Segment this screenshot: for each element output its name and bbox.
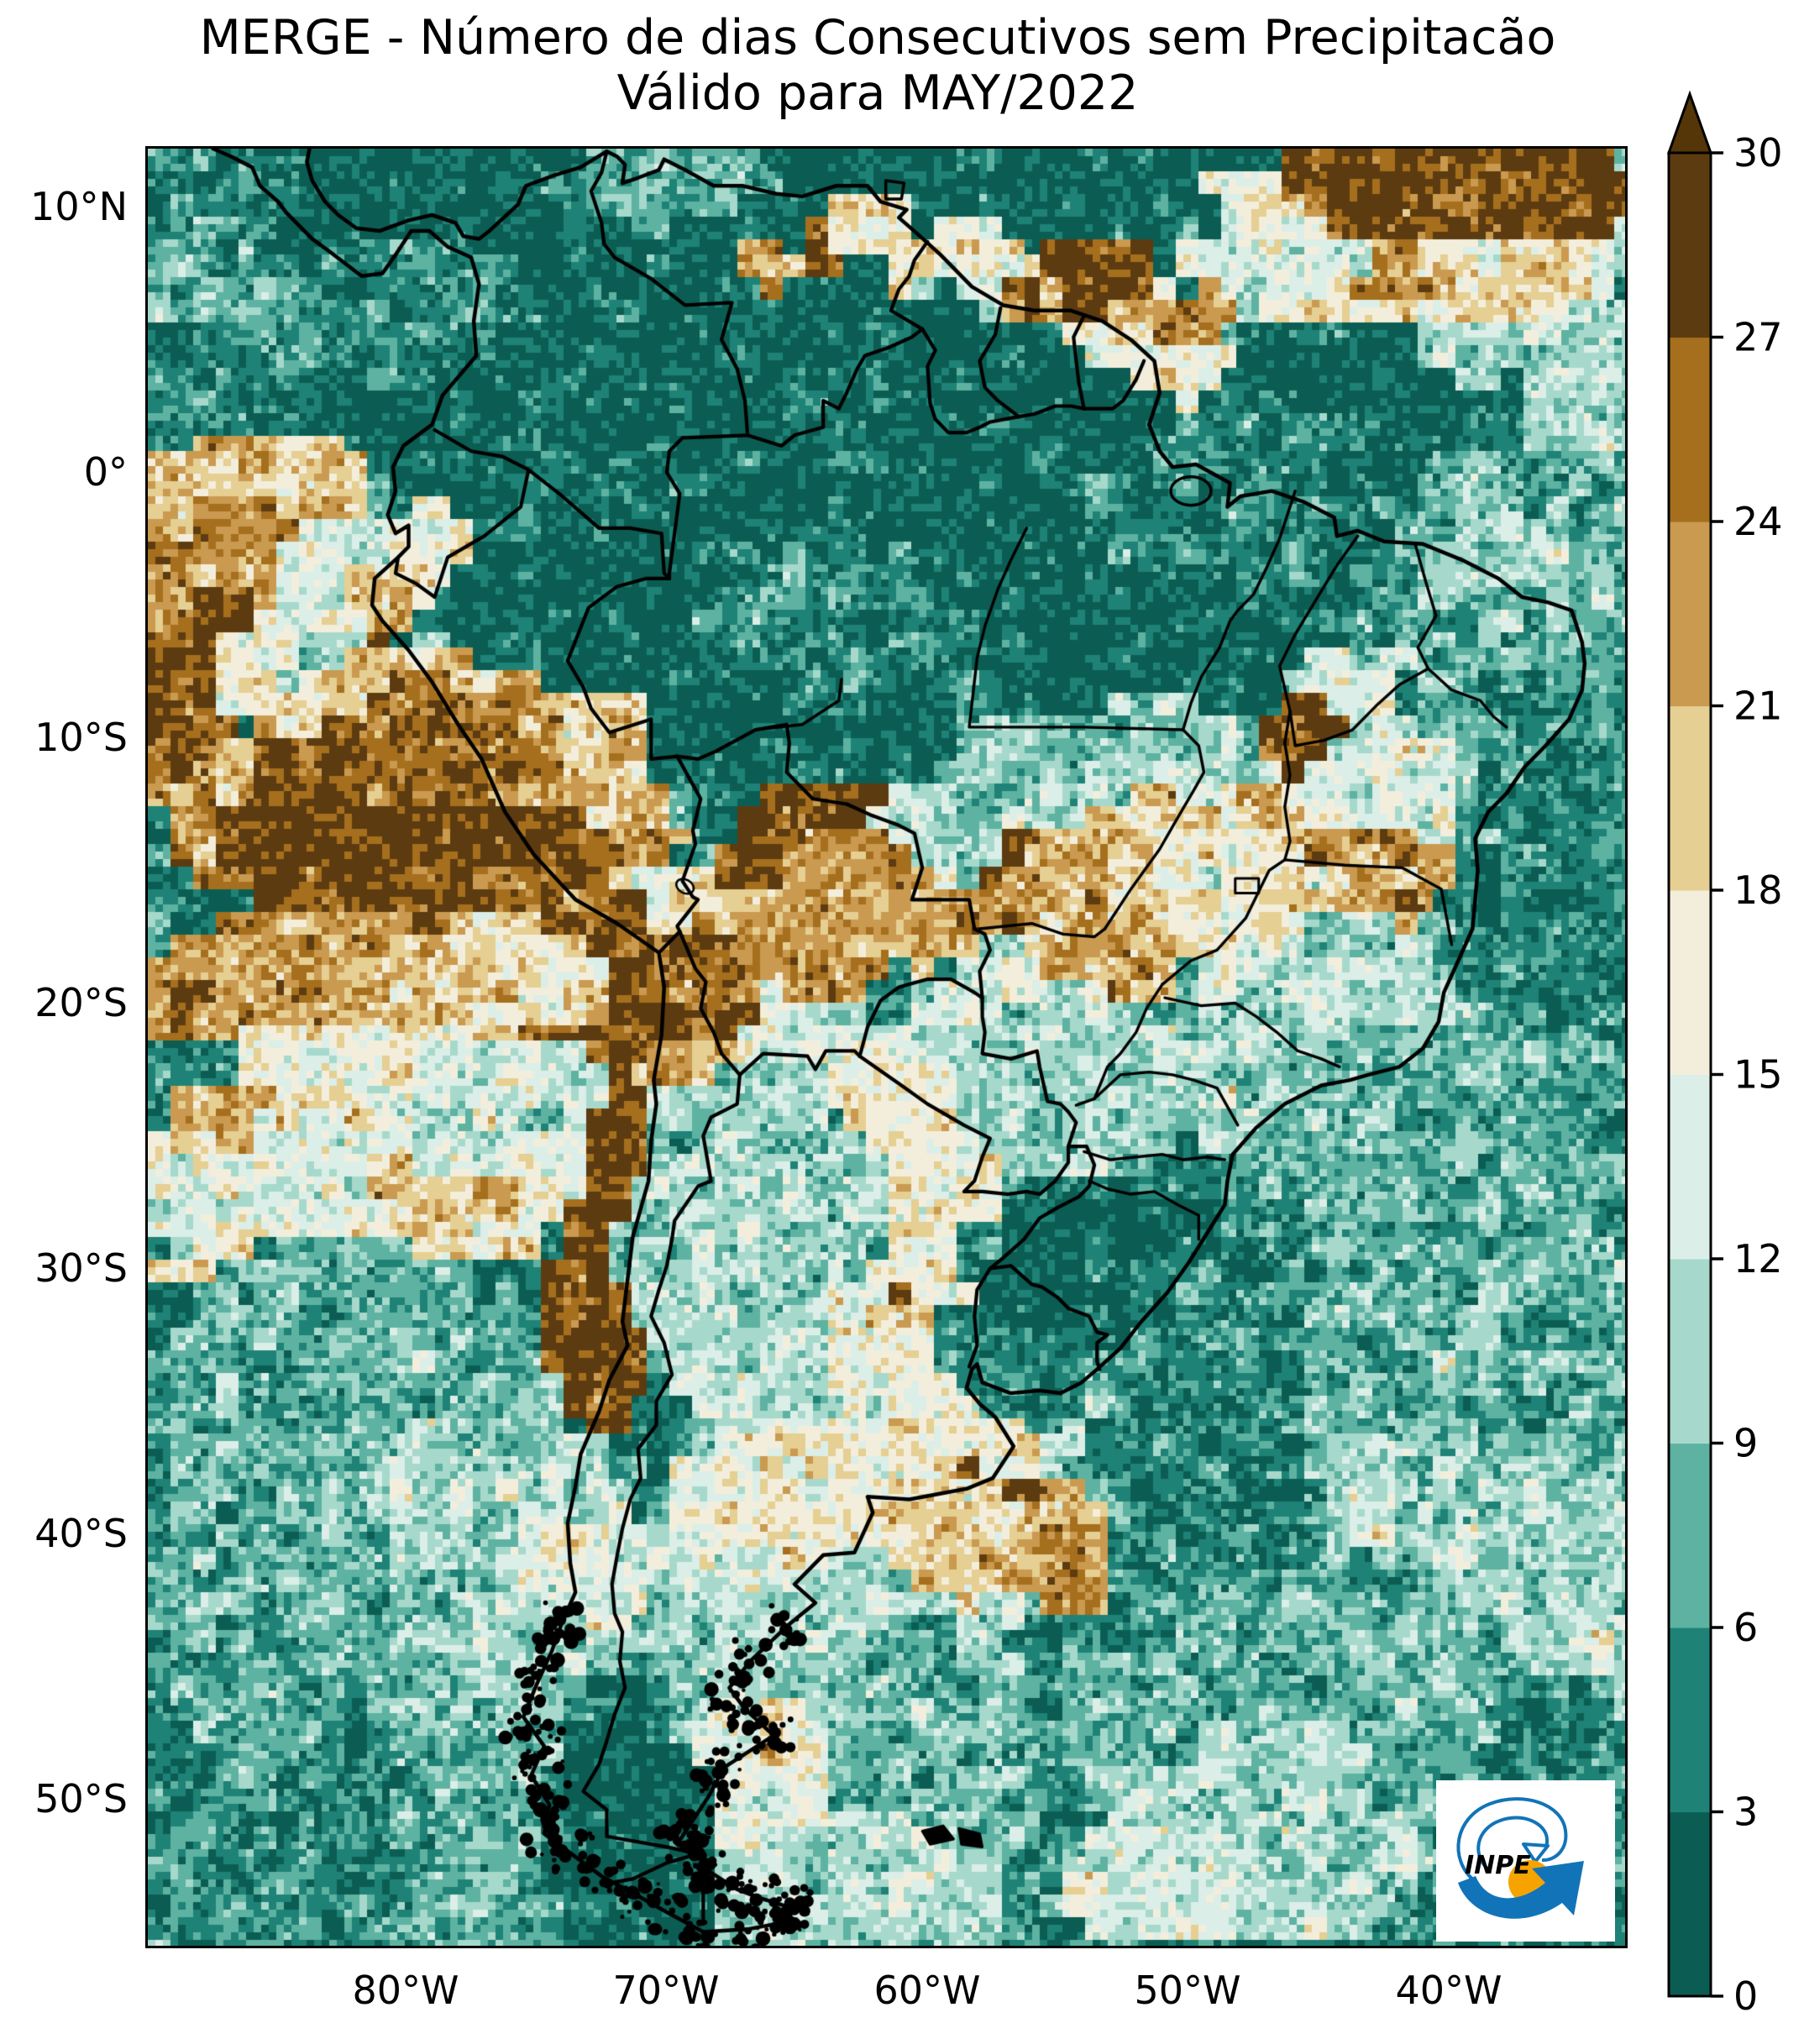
- colorbar-tick-label-10: 30: [1733, 130, 1783, 176]
- lon-tick-40w: 40°W: [1395, 1968, 1502, 2013]
- colorbar-tick-label-8: 24: [1733, 499, 1783, 544]
- inpe-logo: INPE: [1436, 1780, 1615, 1942]
- colorbar-tick-label-1: 3: [1733, 1790, 1758, 1835]
- lon-tick-50w: 50°W: [1134, 1968, 1241, 2013]
- page-title: MERGE - Número de dias Consecutivos sem …: [199, 10, 1556, 66]
- inpe-big-arrow-icon: [1458, 1861, 1584, 1919]
- lat-tick-50s: 50°S: [34, 1776, 128, 1821]
- inpe-swirl-arrowhead-icon: [1522, 1842, 1550, 1863]
- lon-tick-70w: 70°W: [612, 1968, 720, 2013]
- lon-tick-60w: 60°W: [873, 1968, 981, 2013]
- lon-tick-80w: 80°W: [352, 1968, 459, 2013]
- colorbar-tick-label-3: 9: [1733, 1421, 1758, 1466]
- lat-tick-20s: 20°S: [34, 980, 128, 1025]
- colorbar-tick-label-7: 21: [1733, 684, 1783, 729]
- page-subtitle: Válido para MAY/2022: [616, 66, 1139, 121]
- colorbar-tick-label-2: 6: [1733, 1605, 1758, 1650]
- colorbar: 0 3 6 9 12 15 18 21 24 27 30: [1666, 90, 1783, 2019]
- lat-tick-0: 0°: [83, 449, 128, 495]
- colorbar-tick-label-9: 27: [1733, 315, 1783, 360]
- colorbar-tick-label-5: 15: [1733, 1052, 1783, 1098]
- inpe-logo-text: INPE: [1465, 1851, 1531, 1880]
- lat-tick-30s: 30°S: [34, 1245, 128, 1291]
- lat-tick-10n: 10°N: [30, 184, 128, 229]
- lat-tick-10s: 10°S: [34, 715, 128, 760]
- map-frame: INPE: [145, 146, 1628, 1948]
- lat-tick-40s: 40°S: [34, 1511, 128, 1556]
- colorbar-tick-label-6: 18: [1733, 867, 1783, 913]
- colorbar-tick-label-0: 0: [1733, 1973, 1758, 2019]
- inpe-swirl-outer-icon: [1456, 1797, 1568, 1883]
- colorbar-tick-label-4: 12: [1733, 1236, 1783, 1281]
- south-america-precipitation-map: [148, 149, 1625, 1946]
